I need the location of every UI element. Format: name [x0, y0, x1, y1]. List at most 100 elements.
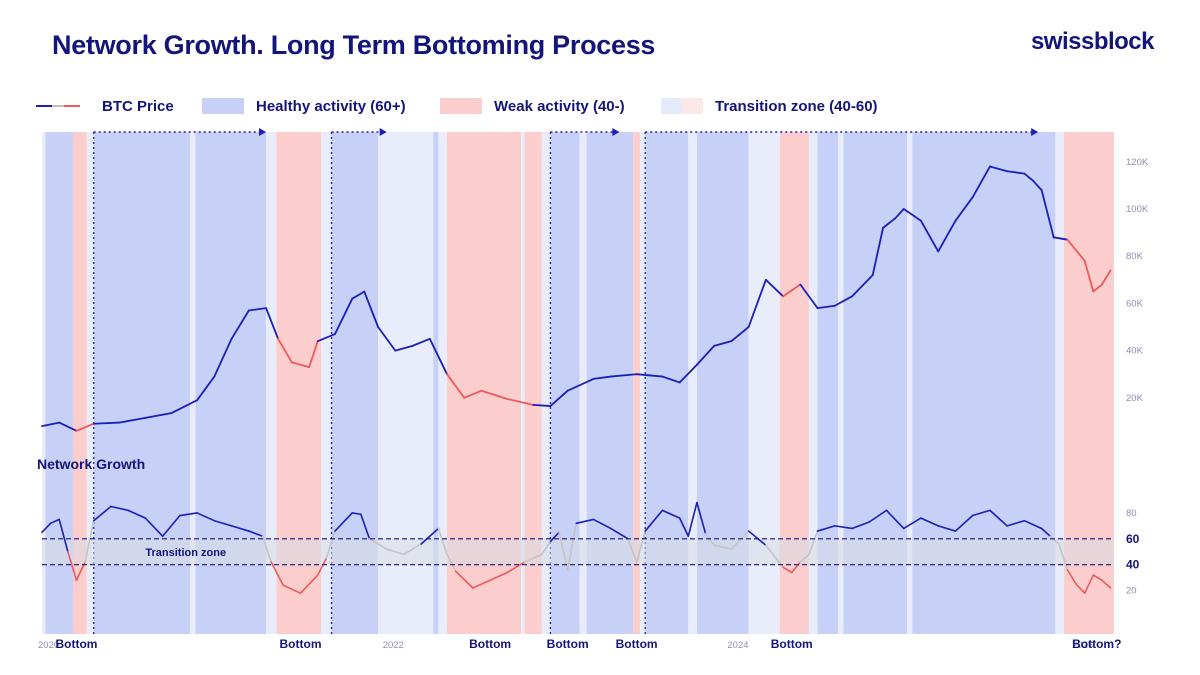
ng-tick-20: 20 [1126, 586, 1137, 597]
band-weak [633, 132, 641, 634]
band-transition [42, 132, 46, 634]
network-growth-segment [816, 525, 836, 532]
network-growth-segment [127, 509, 147, 519]
chart-title: Network Growth. Long Term Bottoming Proc… [52, 30, 656, 60]
network-growth-segment [385, 548, 405, 556]
x-tick-2026: 2026 [1072, 640, 1093, 651]
price-segment [920, 219, 940, 253]
network-growth-segment [558, 531, 569, 571]
network-growth-segment [360, 513, 371, 540]
network-growth-segment [351, 512, 362, 516]
network-growth-segment [454, 570, 474, 589]
price-segment [937, 219, 957, 253]
price-segment [764, 278, 784, 298]
price-segment [902, 208, 922, 222]
network-growth-segment [730, 530, 750, 550]
network-growth-segment [1092, 574, 1103, 582]
price-segment [833, 295, 853, 307]
price-segment [75, 422, 95, 432]
network-growth-segment [472, 579, 491, 589]
legend-item-transition: Transition zone (40-60) [661, 95, 878, 117]
network-growth-segment [833, 525, 853, 530]
network-growth-segment [92, 505, 112, 522]
legend-item-weak: Weak activity (40-) [440, 95, 625, 117]
price-segment [566, 378, 595, 392]
weak-swatch [440, 98, 482, 114]
network-growth-title: Network Growth [37, 456, 145, 472]
price-segment [41, 421, 61, 428]
price-segment [265, 307, 280, 340]
network-growth-segment [661, 509, 681, 519]
price-segment [394, 344, 414, 352]
price-segment [196, 375, 216, 402]
band-transition [688, 132, 697, 634]
band-transition [838, 132, 844, 634]
network-growth-segment [1066, 569, 1077, 585]
network-growth-segment [868, 509, 888, 523]
price-segment [1101, 269, 1112, 286]
price-segment [782, 283, 802, 298]
price-tick-60K: 60K [1126, 298, 1144, 309]
network-growth-segment [84, 519, 95, 563]
network-growth-segment [808, 530, 819, 556]
price-segment [1066, 238, 1086, 262]
network-growth-segment [58, 518, 69, 553]
network-growth-segment [920, 517, 940, 527]
price-segment [971, 165, 991, 199]
legend-weak-label: Weak activity (40-) [494, 97, 625, 115]
transition-zone-fill [42, 538, 1114, 565]
x-tick-2022: 2022 [383, 640, 404, 651]
network-growth-segment [161, 514, 181, 538]
bottom-label: Bottom [771, 637, 813, 651]
network-growth-segment [799, 553, 810, 563]
legend: BTC Price Healthy activity (60+) Weak ac… [36, 95, 1036, 117]
network-growth-segment [566, 522, 578, 571]
network-growth-segment [747, 530, 767, 547]
network-growth-segment [687, 501, 698, 538]
price-segment [989, 165, 1009, 173]
legend-item-healthy: Healthy activity (60+) [202, 95, 406, 117]
band-transition [438, 132, 448, 634]
price-segment [118, 416, 147, 424]
network-growth-segment [248, 530, 264, 538]
price-segment [1023, 172, 1034, 182]
price-tick-20K: 20K [1126, 393, 1144, 404]
price-segment [661, 375, 681, 384]
network-growth-segment [282, 584, 302, 594]
network-growth-segment [49, 518, 61, 525]
price-panel: 20K 40K 60K 80K 100K 120K [41, 157, 1149, 432]
network-growth-segment [334, 512, 354, 532]
price-segment [635, 373, 664, 378]
band-transition [541, 132, 551, 634]
price-segment [532, 403, 552, 407]
price-segment [678, 363, 698, 384]
network-growth-segment [765, 544, 784, 569]
x-tick-2020: 2020 [38, 640, 59, 651]
network-growth-segment [179, 512, 198, 517]
price-segment [871, 226, 884, 276]
band-transition [321, 132, 332, 634]
price-segment [377, 326, 397, 352]
transition-zone-annotation: Transition zone [145, 547, 226, 559]
network-growth-segment [937, 525, 957, 532]
price-segment [58, 421, 78, 432]
price-segment [954, 196, 974, 222]
price-segment [696, 344, 716, 366]
bottom-labels: Bottom Bottom Bottom Bottom Bottom Bottom Bott… [55, 637, 1121, 651]
price-segment [1006, 170, 1026, 175]
price-segment [506, 398, 535, 406]
bottom-label: Bottom [616, 637, 658, 651]
price-segment [277, 337, 293, 364]
cycle-arrow-head-icon [1031, 128, 1039, 136]
price-segment [291, 361, 311, 369]
network-growth-segment [213, 519, 233, 527]
price-segment [894, 208, 905, 220]
cycle-arrow-head-icon [259, 128, 267, 136]
cycle-arrow-head-icon [379, 128, 387, 136]
cycle-arrow-head-icon [612, 128, 620, 136]
network-growth-segment [782, 566, 793, 574]
price-segment [799, 283, 819, 310]
network-growth-segment [902, 517, 922, 530]
network-growth-segment [851, 521, 871, 530]
